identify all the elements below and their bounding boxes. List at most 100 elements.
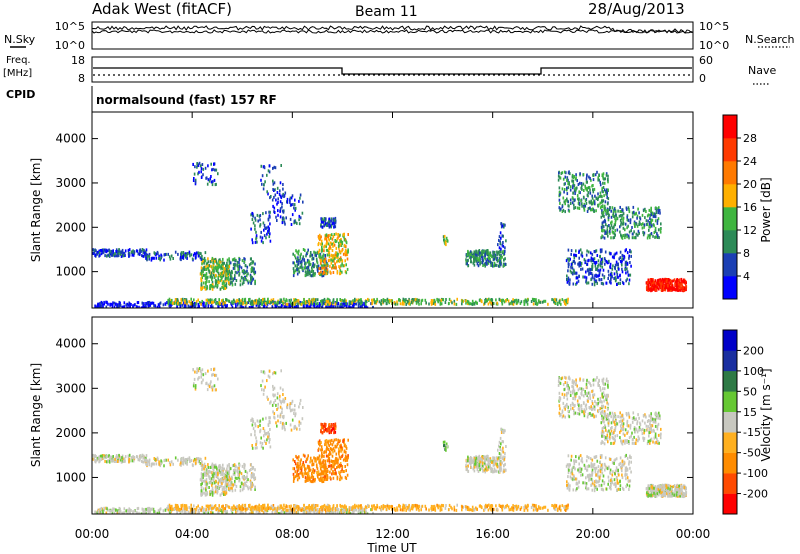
power-cell xyxy=(213,178,216,182)
power-cell xyxy=(648,225,650,229)
power-cell xyxy=(480,255,483,258)
power-cell xyxy=(240,266,243,270)
power-cell xyxy=(325,237,327,241)
velocity-cell xyxy=(123,511,126,514)
power-cell xyxy=(131,253,134,257)
power-cell xyxy=(612,236,615,240)
power-cell xyxy=(362,301,364,305)
power-cell xyxy=(220,278,223,282)
power-cell xyxy=(626,277,628,281)
power-cell xyxy=(95,305,97,308)
power-cell xyxy=(211,256,214,260)
velocity-cell xyxy=(117,459,120,463)
velocity-cell xyxy=(202,373,205,377)
power-cell xyxy=(321,272,323,276)
power-cell xyxy=(626,235,628,239)
power-cell xyxy=(341,304,344,307)
power-cell xyxy=(323,224,325,228)
power-cell xyxy=(655,282,658,286)
power-cell xyxy=(648,234,650,238)
velocity-cell xyxy=(240,472,243,476)
power-cell xyxy=(165,252,167,256)
power-cell xyxy=(221,276,223,279)
power-cell xyxy=(138,252,141,256)
power-cell xyxy=(321,255,323,259)
power-cell xyxy=(504,262,507,266)
velocity-cell xyxy=(250,481,252,485)
power-cell xyxy=(483,262,486,266)
velocity-cell xyxy=(111,511,114,514)
velocity-cell xyxy=(260,445,263,449)
power-cell xyxy=(619,250,622,254)
velocity-cell xyxy=(117,457,119,461)
power-cell xyxy=(205,272,208,276)
power-cell xyxy=(312,274,314,278)
power-cell xyxy=(318,236,320,240)
power-cell xyxy=(372,306,374,308)
power-cell xyxy=(580,253,583,257)
power-cell xyxy=(483,256,486,259)
velocity-cell xyxy=(298,427,301,431)
power-cell xyxy=(502,234,504,238)
velocity-cell xyxy=(365,512,368,514)
power-cell xyxy=(206,279,208,283)
power-cell xyxy=(304,301,307,305)
velocity-cell xyxy=(251,417,253,421)
power-cell xyxy=(599,191,602,195)
power-cell xyxy=(607,234,609,238)
velocity-cell xyxy=(267,424,270,427)
power-cell xyxy=(608,214,610,217)
power-cell xyxy=(265,236,267,240)
power-cell xyxy=(636,224,639,228)
velocity-cell xyxy=(209,466,212,469)
velocity-cell xyxy=(306,510,309,514)
power-cell xyxy=(136,249,139,253)
power-cell xyxy=(646,214,649,218)
power-cell xyxy=(667,284,669,288)
power-cell xyxy=(574,198,576,202)
power-cell xyxy=(334,252,337,256)
power-cell xyxy=(137,252,140,256)
power-cell xyxy=(576,206,579,210)
power-cell xyxy=(307,268,309,272)
power-cell xyxy=(414,297,417,301)
power-cell xyxy=(659,282,662,286)
power-cell xyxy=(293,219,296,223)
power-cell xyxy=(622,282,625,286)
power-cell xyxy=(416,298,418,302)
power-cell xyxy=(180,301,183,305)
power-cell xyxy=(578,201,581,205)
freq-right-tick-bottom: 0 xyxy=(699,72,706,85)
power-cell xyxy=(673,278,676,282)
velocity-cell xyxy=(204,471,207,475)
power-cell xyxy=(209,275,212,279)
power-cell xyxy=(127,306,129,308)
power-cell xyxy=(499,299,502,302)
power-cell xyxy=(336,300,338,304)
velocity-cell xyxy=(180,458,182,462)
power-cell xyxy=(667,280,669,284)
power-cell xyxy=(576,281,578,285)
power-cell xyxy=(366,306,369,308)
power-cell xyxy=(336,254,339,258)
power-cell xyxy=(186,302,188,306)
velocity-cell xyxy=(200,486,203,490)
power-cell xyxy=(296,221,298,225)
power-cell xyxy=(666,286,668,290)
power-cell xyxy=(641,226,644,230)
power-cell xyxy=(602,210,605,214)
power-cell xyxy=(320,258,322,262)
velocity-cell xyxy=(114,457,116,461)
power-cell xyxy=(622,216,625,220)
power-cell xyxy=(234,301,236,305)
power-cell xyxy=(254,262,256,266)
power-cell xyxy=(171,300,173,304)
power-cell xyxy=(217,172,219,176)
power-cell xyxy=(584,204,587,208)
power-cell xyxy=(294,220,297,224)
power-cell xyxy=(329,245,331,249)
power-cell xyxy=(668,288,670,292)
power-cell xyxy=(471,299,474,303)
velocity-cell xyxy=(251,465,254,469)
power-cell xyxy=(614,210,617,214)
